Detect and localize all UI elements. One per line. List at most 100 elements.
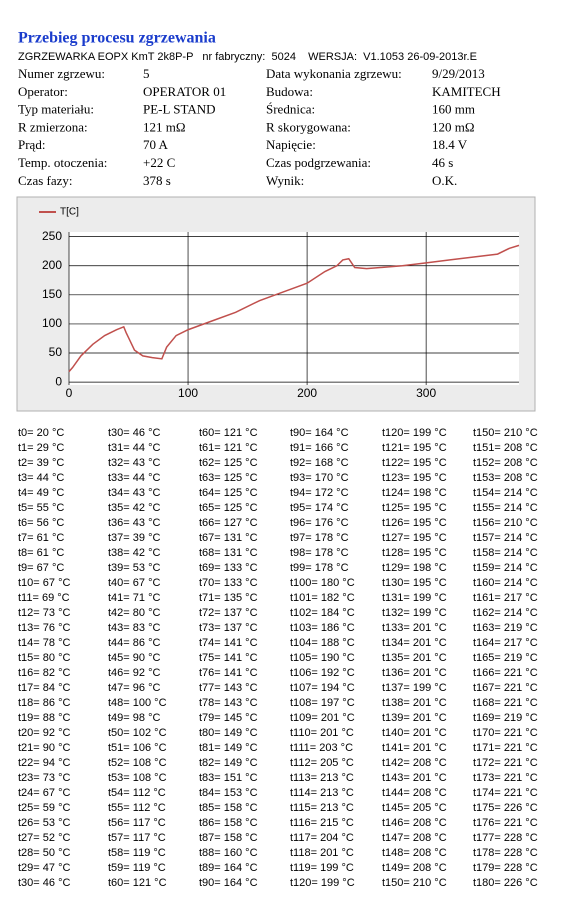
info-value: KAMITECH bbox=[432, 84, 501, 99]
legend-label: T[C] bbox=[60, 207, 79, 218]
info-value: +22 C bbox=[143, 155, 175, 170]
reading: t58= 119 °C bbox=[108, 847, 166, 859]
reading: t68= 131 °C bbox=[199, 547, 258, 559]
reading: t133= 201 °C bbox=[382, 622, 447, 634]
reading: t61= 121 °C bbox=[199, 442, 258, 454]
reading: t41= 71 °C bbox=[108, 592, 160, 604]
reading: t27= 52 °C bbox=[18, 832, 70, 844]
reading: t129= 198 °C bbox=[382, 562, 447, 574]
reading: t114= 213 °C bbox=[290, 787, 354, 799]
info-value: O.K. bbox=[432, 173, 457, 188]
info-label: Średnica: bbox=[266, 102, 315, 117]
reading: t121= 195 °C bbox=[382, 442, 447, 454]
reading: t178= 228 °C bbox=[473, 847, 538, 859]
info-label: Napięcie: bbox=[266, 137, 316, 152]
reading: t98= 178 °C bbox=[290, 547, 349, 559]
reading: t69= 133 °C bbox=[199, 562, 258, 574]
info-value: 160 mm bbox=[432, 102, 475, 117]
reading: t86= 158 °C bbox=[199, 817, 258, 829]
reading: t64= 125 °C bbox=[199, 487, 258, 499]
data-line bbox=[68, 244, 520, 373]
reading: t159= 214 °C bbox=[473, 562, 538, 574]
reading: t17= 84 °C bbox=[18, 682, 70, 694]
reading: t24= 67 °C bbox=[18, 787, 70, 799]
reading: t134= 201 °C bbox=[382, 637, 447, 649]
reading: t37= 39 °C bbox=[108, 532, 160, 544]
reading: t39= 53 °C bbox=[108, 562, 160, 574]
reading: t5= 55 °C bbox=[18, 502, 64, 514]
info-value: 121 mΩ bbox=[143, 119, 186, 134]
y-tick-label: 100 bbox=[42, 316, 62, 330]
reading: t108= 197 °C bbox=[290, 697, 355, 709]
info-value: 18.4 V bbox=[432, 137, 468, 152]
reading: t70= 133 °C bbox=[199, 577, 258, 589]
reading: t75= 141 °C bbox=[199, 652, 258, 664]
reading: t132= 199 °C bbox=[382, 607, 447, 619]
info-value: 70 A bbox=[143, 137, 169, 152]
reading: t26= 53 °C bbox=[18, 817, 70, 829]
reading: t18= 86 °C bbox=[18, 697, 70, 709]
reading: t38= 42 °C bbox=[108, 547, 160, 559]
reading: t25= 59 °C bbox=[18, 802, 70, 814]
reading: t52= 108 °C bbox=[108, 757, 167, 769]
reading: t139= 201 °C bbox=[382, 712, 447, 724]
reading: t103= 186 °C bbox=[290, 622, 355, 634]
reading: t72= 137 °C bbox=[199, 607, 258, 619]
reading: t165= 219 °C bbox=[473, 652, 538, 664]
reading: t164= 217 °C bbox=[473, 637, 538, 649]
reading: t42= 80 °C bbox=[108, 607, 160, 619]
reading: t106= 192 °C bbox=[290, 667, 355, 679]
reading: t120= 199 °C bbox=[382, 427, 447, 439]
y-tick-label: 0 bbox=[55, 374, 62, 388]
reading: t136= 201 °C bbox=[382, 667, 447, 679]
reading: t169= 219 °C bbox=[473, 712, 538, 724]
reading: t34= 43 °C bbox=[108, 487, 160, 499]
reading: t119= 199 °C bbox=[290, 862, 354, 874]
info-value: PE-L STAND bbox=[143, 102, 216, 117]
y-tick-label: 250 bbox=[42, 229, 62, 243]
reading: t124= 198 °C bbox=[382, 487, 447, 499]
reading: t160= 214 °C bbox=[473, 577, 538, 589]
info-label: Numer zgrzewu: bbox=[18, 66, 105, 81]
y-tick-label: 50 bbox=[49, 345, 63, 359]
reading: t8= 61 °C bbox=[18, 547, 64, 559]
reading: t170= 221 °C bbox=[473, 727, 538, 739]
reading: t128= 195 °C bbox=[382, 547, 447, 559]
reading: t22= 94 °C bbox=[18, 757, 70, 769]
reading: t79= 145 °C bbox=[199, 712, 258, 724]
reading: t60= 121 °C bbox=[108, 877, 167, 889]
reading: t36= 43 °C bbox=[108, 517, 160, 529]
reading: t88= 160 °C bbox=[199, 847, 258, 859]
reading: t59= 119 °C bbox=[108, 862, 166, 874]
reading: t65= 125 °C bbox=[199, 502, 258, 514]
x-tick-label: 200 bbox=[297, 386, 317, 400]
reading: t94= 172 °C bbox=[290, 487, 349, 499]
reading: t127= 195 °C bbox=[382, 532, 447, 544]
reading: t102= 184 °C bbox=[290, 607, 355, 619]
y-tick-label: 150 bbox=[42, 287, 62, 301]
reading: t66= 127 °C bbox=[199, 517, 258, 529]
info-value: 9/29/2013 bbox=[432, 66, 485, 81]
reading: t126= 195 °C bbox=[382, 517, 447, 529]
reading: t122= 195 °C bbox=[382, 457, 447, 469]
reading: t117= 204 °C bbox=[290, 832, 354, 844]
reading: t147= 208 °C bbox=[382, 832, 447, 844]
reading: t81= 149 °C bbox=[199, 742, 258, 754]
reading: t154= 214 °C bbox=[473, 487, 538, 499]
reading: t47= 96 °C bbox=[108, 682, 160, 694]
reading: t84= 153 °C bbox=[199, 787, 258, 799]
info-label: Prąd: bbox=[18, 137, 45, 152]
info-label: Czas fazy: bbox=[18, 173, 73, 188]
info-value: 120 mΩ bbox=[432, 119, 475, 134]
reading: t29= 47 °C bbox=[18, 862, 70, 874]
reading: t174= 221 °C bbox=[473, 787, 538, 799]
reading: t115= 213 °C bbox=[290, 802, 354, 814]
reading: t15= 80 °C bbox=[18, 652, 70, 664]
reading: t46= 92 °C bbox=[108, 667, 160, 679]
reading: t176= 221 °C bbox=[473, 817, 538, 829]
reading: t6= 56 °C bbox=[18, 517, 64, 529]
reading: t148= 208 °C bbox=[382, 847, 447, 859]
reading: t161= 217 °C bbox=[473, 592, 538, 604]
reading: t57= 117 °C bbox=[108, 832, 166, 844]
reading: t77= 143 °C bbox=[199, 682, 258, 694]
